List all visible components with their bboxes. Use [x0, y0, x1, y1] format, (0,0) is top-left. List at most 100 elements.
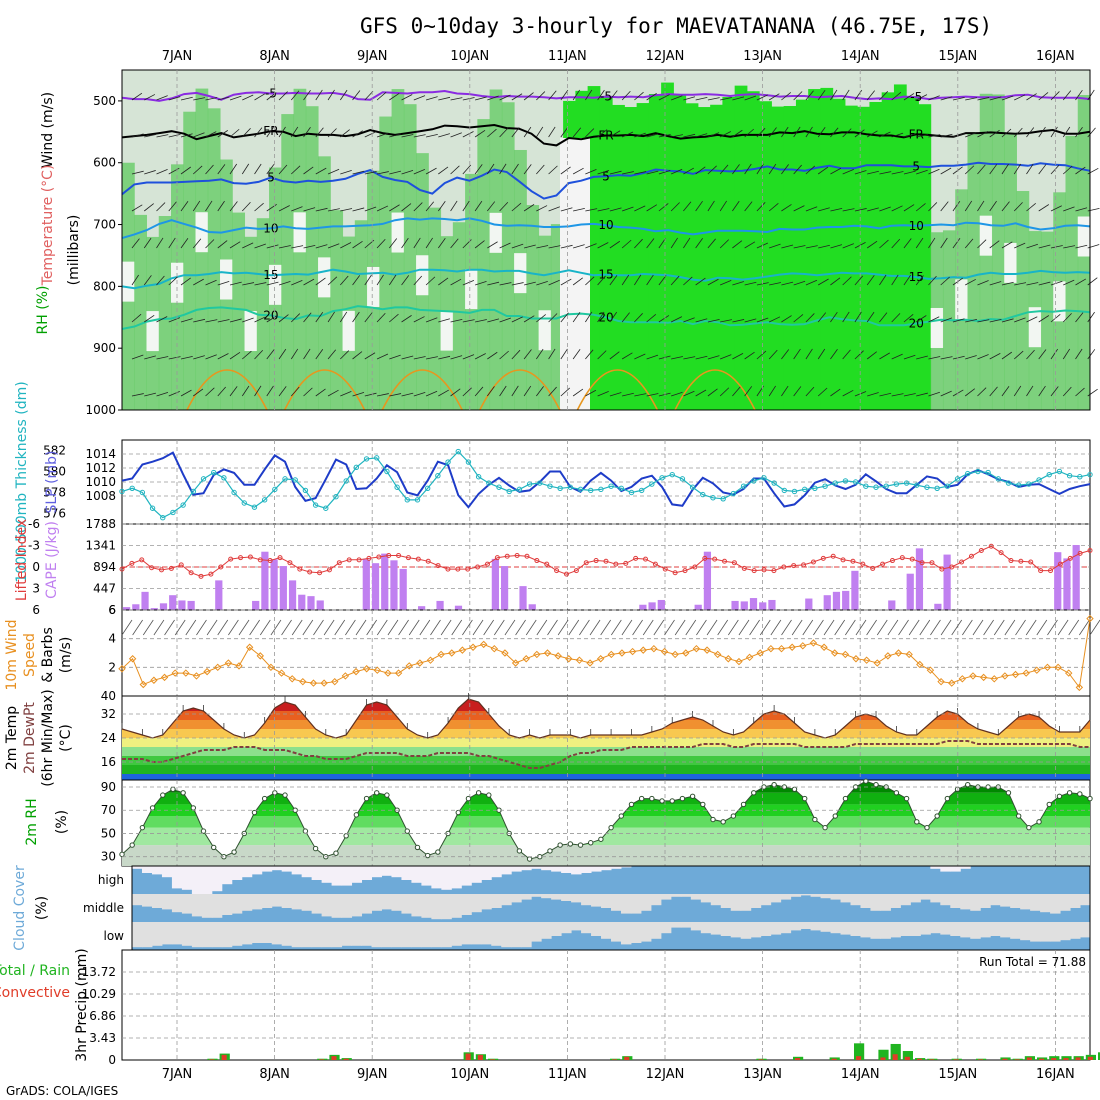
wind-barb [254, 202, 264, 212]
wind-barb [830, 167, 842, 175]
li-marker [929, 560, 935, 566]
li-marker [880, 561, 886, 567]
wind-barb [683, 237, 691, 249]
rh-shade-column [759, 101, 772, 410]
wind-barb [621, 206, 634, 212]
precip-convective-bar [856, 1056, 862, 1060]
thickness-marker [547, 483, 553, 489]
wind-barb [144, 203, 154, 212]
wind-speed-marker [1054, 663, 1062, 672]
precip-tick-label: 3.43 [89, 1031, 116, 1045]
surface-wind-barb [228, 619, 239, 636]
cloud-clear-cell [1000, 922, 1011, 938]
wind-barb [278, 348, 287, 360]
rh-shade-column [685, 103, 699, 410]
thickness-marker [567, 484, 574, 490]
wind-barb [1001, 351, 1013, 360]
rh-shade-column [906, 95, 919, 411]
li-marker [277, 555, 283, 561]
cloud-clear-cell [401, 894, 412, 914]
wind-barb [548, 386, 557, 397]
wind-barb [732, 386, 741, 397]
wind-barb [989, 129, 1000, 138]
wind-barb [977, 387, 987, 397]
wind-barb [339, 311, 348, 323]
wind-barb [744, 201, 753, 212]
cloud-row-label: middle [83, 901, 124, 915]
li-marker [247, 554, 253, 560]
wind-barb [842, 349, 851, 360]
cape-tick-label: 1788 [85, 517, 116, 531]
wind-barb [793, 164, 802, 175]
cloud-clear-cell [760, 922, 772, 936]
wind-barb [278, 164, 288, 175]
cape-bar [823, 595, 831, 610]
cloud-clear-cell [940, 894, 951, 906]
cloud-clear-cell [830, 894, 842, 900]
cloud-clear-cell [191, 894, 203, 917]
cloud-clear-cell [1070, 922, 1081, 939]
wind-speed-marker [735, 657, 743, 666]
wind-speed-marker [448, 649, 456, 657]
wind-barb [928, 237, 936, 249]
wind-speed-marker [267, 663, 275, 672]
wind-barb [805, 313, 815, 323]
wind-barb [585, 349, 594, 360]
isotherm-label: 15 [598, 268, 613, 282]
precip-convective-bar [917, 1058, 923, 1060]
cape-bar [123, 607, 131, 610]
wind-barb [303, 126, 311, 138]
cloud-clear-cell [231, 866, 243, 880]
isotherm-label: 5 [267, 171, 275, 185]
wind-barb [793, 205, 805, 212]
li-marker [504, 553, 510, 559]
isotherm-label: FR [598, 129, 613, 143]
wind-barb [242, 317, 254, 323]
li-marker [149, 565, 155, 571]
cape-bar [279, 566, 287, 610]
wind-barb [1075, 89, 1083, 101]
wind-speed-marker [320, 679, 328, 687]
wind-speed-marker [288, 675, 296, 683]
wind-barb [854, 350, 864, 360]
wind-barb [266, 281, 279, 286]
wind-speed-marker [501, 649, 509, 657]
wind-barb [940, 276, 950, 286]
wind-barb [229, 351, 241, 360]
cloud-clear-cell [161, 922, 173, 945]
surface-wind-barb [557, 619, 569, 636]
cape-bar [528, 604, 536, 610]
wind-barb [413, 134, 426, 138]
wind-speed-marker [171, 669, 179, 677]
wind-barb [830, 244, 843, 249]
cape-bar [418, 606, 426, 610]
cloud-clear-cell [710, 894, 722, 906]
wind-barb [340, 390, 352, 397]
rh-dry-pocket [955, 279, 968, 320]
wind-barb [634, 132, 646, 138]
wind-barb [634, 274, 642, 286]
li-marker [415, 556, 421, 562]
thickness-marker [404, 497, 411, 503]
rh-marker [414, 844, 421, 851]
li-marker [405, 555, 411, 561]
surface-wind-barb [270, 619, 282, 636]
wind-speed-marker [948, 679, 956, 687]
wind-barb [817, 348, 826, 360]
cape-bar [888, 600, 896, 610]
thickness-tick-label: 578 [43, 486, 66, 500]
wind-barb [732, 319, 745, 323]
li-marker [633, 555, 639, 561]
cloud-clear-cell [491, 894, 502, 908]
wind-barb [278, 205, 290, 212]
cape-bar [657, 599, 665, 610]
wind-speed-marker [522, 655, 530, 663]
wind-barb [866, 90, 875, 101]
cloud-clear-cell [351, 866, 363, 883]
wind-barb [193, 132, 205, 138]
wind-barb [879, 239, 889, 249]
cloud-clear-cell [1020, 894, 1031, 910]
temp-label-1: 2m Temp [4, 706, 20, 770]
li-marker [317, 570, 323, 576]
wind-barb [364, 206, 377, 212]
